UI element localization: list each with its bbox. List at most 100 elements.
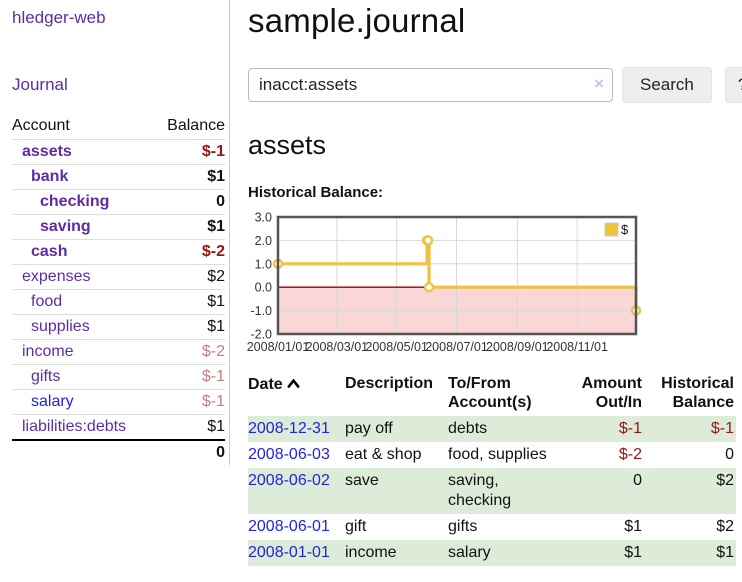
account-balance: $-1 bbox=[153, 389, 225, 415]
account-link-salary[interactable]: salary bbox=[31, 393, 74, 410]
transaction-description: pay off bbox=[345, 420, 393, 437]
account-column-header: Account bbox=[12, 117, 70, 134]
balance-column-header: Balance bbox=[167, 117, 225, 134]
account-link-assets[interactable]: assets bbox=[22, 143, 72, 160]
transaction-amount: 0 bbox=[633, 472, 642, 489]
svg-text:-1.0: -1.0 bbox=[250, 304, 272, 318]
transaction-date-link[interactable]: 2008-06-01 bbox=[248, 518, 330, 535]
register-header-row: Date Description To/From Account(s) Amou… bbox=[248, 372, 736, 416]
search-button[interactable]: Search bbox=[622, 67, 712, 103]
transaction-description: gift bbox=[345, 518, 367, 535]
account-balance: $-1 bbox=[153, 364, 225, 390]
main-content: sample.journal × Search ? assets Histori… bbox=[230, 0, 742, 566]
transaction-amount: $-1 bbox=[618, 420, 642, 437]
account-row: liabilities:debts $1 bbox=[12, 414, 225, 440]
account-link-supplies[interactable]: supplies bbox=[31, 318, 90, 335]
transaction-date-link[interactable]: 2008-12-31 bbox=[248, 420, 330, 437]
account-link-checking[interactable]: checking bbox=[40, 193, 110, 210]
account-balance: $-1 bbox=[153, 139, 225, 165]
search-input[interactable] bbox=[248, 68, 613, 102]
account-link-income[interactable]: income bbox=[22, 343, 74, 360]
transaction-description: income bbox=[345, 544, 397, 561]
help-button[interactable]: ? bbox=[724, 67, 742, 103]
transaction-accounts: gifts bbox=[448, 518, 478, 535]
svg-text:2008/11/01: 2008/11/01 bbox=[546, 340, 608, 354]
svg-text:$: $ bbox=[621, 222, 629, 237]
account-row: supplies $1 bbox=[12, 314, 225, 340]
transaction-date-link[interactable]: 2008-06-03 bbox=[248, 446, 330, 463]
register-row: 2008-06-01 gift gifts $1 $2 bbox=[248, 514, 736, 540]
transaction-balance: $2 bbox=[716, 472, 734, 489]
svg-text:2008/03/01: 2008/03/01 bbox=[306, 340, 369, 354]
register-row: 2008-06-03 eat & shop food, supplies $-2… bbox=[248, 442, 736, 468]
account-heading: assets bbox=[248, 130, 327, 160]
svg-text:0.0: 0.0 bbox=[255, 281, 272, 295]
svg-text:2008/01/01: 2008/01/01 bbox=[247, 340, 310, 354]
hledger-web-app: hledger-web Journal Account Balance asse… bbox=[0, 0, 742, 566]
register-row: 2008-12-31 pay off debts $-1 $-1 bbox=[248, 416, 736, 442]
account-link-food[interactable]: food bbox=[31, 293, 63, 310]
historical-balance-chart: 3.0 2.0 1.0 0.0 -1.0 -2.0 2008/01/01 2008/03/01… bbox=[247, 207, 742, 357]
register-row: 2008-06-02 save saving, checking 0 $2 bbox=[248, 468, 736, 514]
svg-text:2008/07/01: 2008/07/01 bbox=[425, 340, 488, 354]
svg-text:-2.0: -2.0 bbox=[250, 328, 272, 342]
sort-ascending-icon bbox=[287, 374, 300, 393]
account-link-gifts[interactable]: gifts bbox=[31, 368, 61, 385]
transaction-amount: $1 bbox=[624, 518, 642, 535]
account-link-cash[interactable]: cash bbox=[31, 243, 68, 260]
balance-column-header: Historical Balance bbox=[661, 375, 734, 411]
account-balance: $-2 bbox=[153, 339, 225, 365]
journal-link[interactable]: Journal bbox=[12, 75, 68, 94]
account-row: saving $1 bbox=[12, 214, 225, 240]
account-balance: $-2 bbox=[153, 239, 225, 265]
account-row: gifts $-1 bbox=[12, 364, 225, 390]
clear-search-icon[interactable]: × bbox=[594, 74, 604, 93]
account-link-saving[interactable]: saving bbox=[40, 218, 91, 235]
svg-text:2.0: 2.0 bbox=[255, 234, 272, 248]
amount-column-header: Amount Out/In bbox=[581, 375, 642, 411]
transaction-amount: $-2 bbox=[618, 446, 642, 463]
svg-text:1.0: 1.0 bbox=[255, 257, 272, 271]
account-row: checking 0 bbox=[12, 189, 225, 215]
account-balance: $1 bbox=[153, 314, 225, 340]
transaction-balance: $-1 bbox=[710, 420, 734, 437]
transaction-amount: $1 bbox=[624, 544, 642, 561]
account-row: cash $-2 bbox=[12, 239, 225, 265]
account-row: income $-2 bbox=[12, 339, 225, 365]
account-row: bank $1 bbox=[12, 164, 225, 190]
account-balance: 0 bbox=[153, 189, 225, 215]
transaction-date-link[interactable]: 2008-06-02 bbox=[248, 472, 330, 489]
svg-text:2008/05/01: 2008/05/01 bbox=[365, 340, 428, 354]
account-row: expenses $2 bbox=[12, 264, 225, 290]
account-link-liabilities-debts[interactable]: liabilities:debts bbox=[22, 418, 127, 435]
accounts-column-header: To/From Account(s) bbox=[448, 375, 532, 411]
date-column-header[interactable]: Date bbox=[248, 372, 345, 416]
svg-text:3.0: 3.0 bbox=[255, 211, 272, 225]
transaction-accounts: salary bbox=[448, 544, 491, 561]
account-row: food $1 bbox=[12, 289, 225, 315]
sidebar: hledger-web Journal Account Balance asse… bbox=[0, 0, 230, 465]
svg-text:2008/09/01: 2008/09/01 bbox=[486, 340, 549, 354]
account-balance: $1 bbox=[153, 214, 225, 240]
transaction-balance: $1 bbox=[716, 544, 734, 561]
accounts-table: Account Balance assets $-1 bank $1 check… bbox=[12, 114, 225, 465]
transaction-description: eat & shop bbox=[345, 446, 422, 463]
account-row: assets $-1 bbox=[12, 139, 225, 165]
app-title-link[interactable]: hledger-web bbox=[12, 8, 106, 27]
search-form: × Search ? bbox=[248, 67, 742, 103]
accounts-total-value: 0 bbox=[153, 439, 225, 465]
accounts-header-row: Account Balance bbox=[12, 114, 225, 140]
register-table: Date Description To/From Account(s) Amou… bbox=[248, 372, 736, 566]
register-row: 2008-01-01 income salary $1 $1 bbox=[248, 540, 736, 566]
transaction-accounts: saving, checking bbox=[448, 472, 512, 509]
transaction-balance: 0 bbox=[725, 446, 734, 463]
account-row: salary $-1 bbox=[12, 389, 225, 415]
accounts-total-row: 0 bbox=[12, 439, 225, 465]
account-link-expenses[interactable]: expenses bbox=[22, 268, 91, 285]
account-balance: $1 bbox=[153, 414, 225, 440]
transaction-description: save bbox=[345, 472, 379, 489]
transaction-date-link[interactable]: 2008-01-01 bbox=[248, 544, 330, 561]
transaction-accounts: food, supplies bbox=[448, 446, 547, 463]
balance-chart-svg: 3.0 2.0 1.0 0.0 -1.0 -2.02008/01/012008/03/01… bbox=[247, 211, 642, 354]
account-link-bank[interactable]: bank bbox=[31, 168, 69, 185]
